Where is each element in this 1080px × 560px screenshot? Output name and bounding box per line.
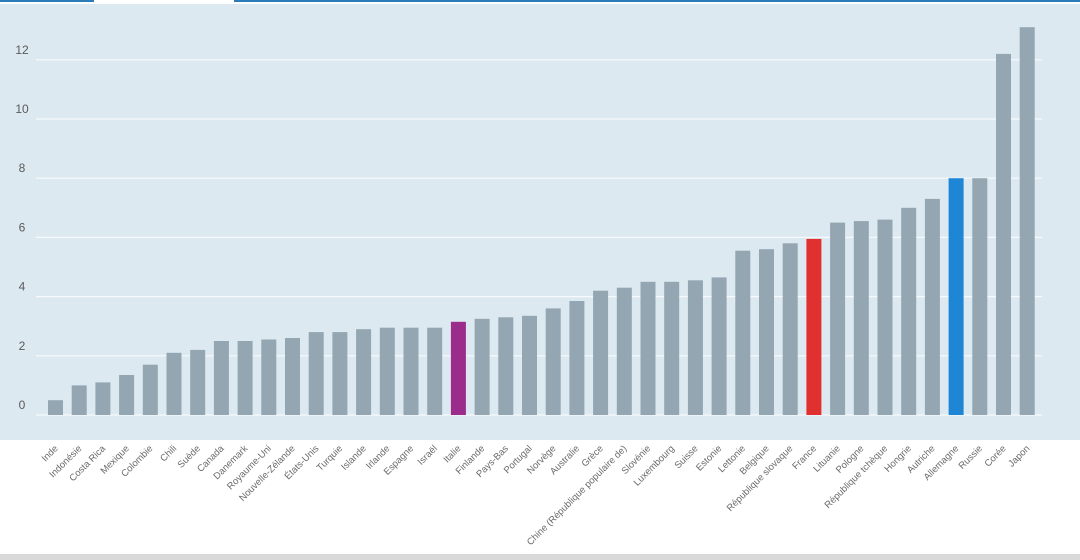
bar-Lettonie [735, 250, 751, 415]
bar-Suisse [687, 280, 703, 415]
y-tick-label: 12 [15, 43, 29, 57]
top-accent-bar-right [234, 0, 1080, 2]
bar-Turquie [332, 332, 348, 415]
bar-Pologne [853, 221, 869, 415]
bar-Slovénie [640, 281, 656, 415]
bar-Corée [996, 53, 1011, 416]
bar-Portugal [522, 315, 537, 415]
y-tick-label: 0 [19, 398, 26, 412]
bar-Canada [213, 341, 229, 415]
bar-Autriche [924, 198, 940, 415]
bar-Hongrie [901, 207, 917, 415]
bar-Colombie [142, 364, 158, 415]
bar-États-Unis [308, 332, 324, 415]
bar-Mexique [119, 375, 135, 415]
bar-Grèce [593, 290, 609, 415]
bar-Estonie [711, 277, 727, 415]
bar-Norvège [545, 308, 561, 415]
y-tick-label: 4 [19, 280, 26, 294]
bar-Pays-Bas [498, 317, 514, 415]
bar-Italie [450, 321, 466, 415]
bar-République slovaque [782, 243, 798, 415]
plot-background [0, 4, 1080, 440]
bar-Suède [190, 349, 206, 415]
bar-Lituanie [830, 222, 846, 415]
bar-Israël [427, 327, 443, 415]
x-tick-label: Islande [339, 443, 368, 472]
y-axis-ticks: 0 2 4 6 8 10 12 [15, 43, 29, 412]
bar-Russie [972, 178, 988, 415]
bar-Costa Rica [95, 382, 111, 415]
y-tick-label: 8 [19, 161, 26, 175]
top-accent-bar-left [0, 0, 94, 2]
x-tick-label: Corée [983, 443, 1009, 469]
x-tick-label: Turquie [315, 443, 345, 473]
bar-Indonésie [71, 385, 87, 415]
bar-Australie [569, 301, 585, 415]
bar-Allemagne [948, 178, 964, 415]
bars [48, 27, 1035, 416]
y-tick-label: 2 [19, 339, 26, 353]
bar-Espagne [403, 327, 419, 415]
bottom-edge [0, 554, 1080, 560]
bar-Japon [1019, 27, 1035, 415]
bar-République tchèque [877, 219, 893, 415]
x-tick-label: Russie [957, 443, 985, 471]
bar-Danemark [237, 341, 253, 415]
bar-France [806, 238, 822, 415]
bar-Royaume-Uni [261, 339, 277, 415]
bar-Chili [166, 352, 182, 415]
bar-Luxembourg [664, 281, 680, 415]
bar-Inde [48, 400, 63, 415]
x-tick-label: Japon [1006, 443, 1032, 469]
gridlines [36, 59, 1042, 416]
bar-Belgique [759, 249, 774, 415]
x-tick-label: Israël [416, 443, 440, 467]
bar-Chine (République populaire de) [616, 287, 632, 415]
bar-Finlande [474, 318, 490, 415]
y-tick-label: 6 [19, 220, 26, 234]
bar-Nouvelle-Zélande [285, 338, 300, 415]
bar-Irlande [379, 327, 395, 415]
y-tick-label: 10 [15, 102, 29, 116]
bar-Islande [356, 329, 372, 415]
